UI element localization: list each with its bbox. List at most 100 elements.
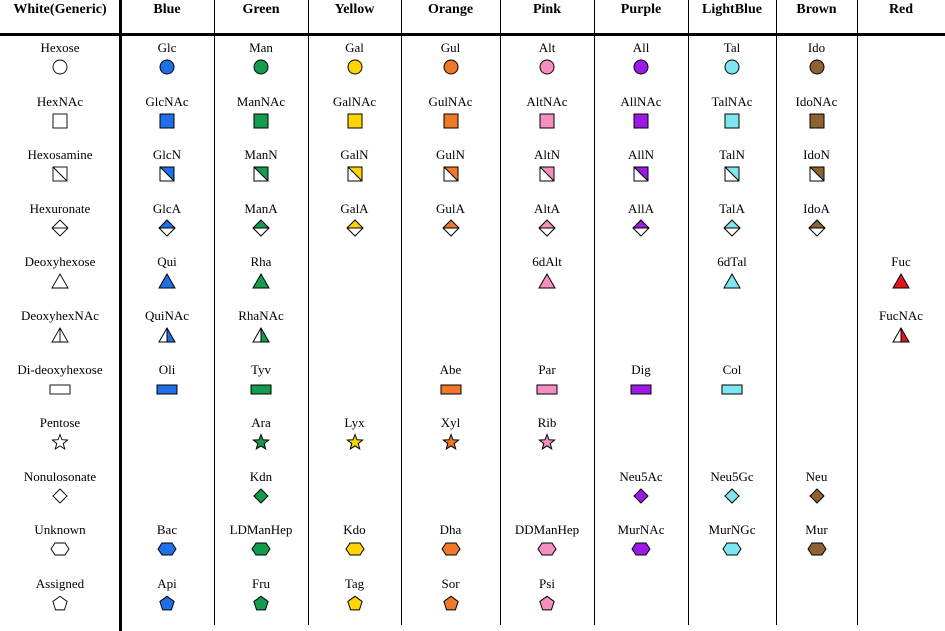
symbol-cell-hexuronate: Hexuronate [0,197,120,251]
square-crossed-symbol-icon [253,166,269,182]
monosaccharide-label: Ido [807,40,826,55]
symbol-cell-gula: GulA [401,197,500,251]
column-header-line: (Generic) [49,2,107,17]
symbol-cell-kdn: Kdn [214,465,308,519]
class-label: Pentose [39,415,81,431]
diamond-symbol-icon [52,488,68,504]
symbol-cell-fucnac: FucNAc [857,304,945,358]
triangle-divided-symbol-icon [158,326,176,343]
symbol-cell-kdo: Kdo [308,518,401,572]
monosaccharide-label: IdoN [803,147,830,163]
monosaccharide-label: TalA [719,200,745,216]
symbol-cell-neu5ac: Neu5Ac [594,465,688,519]
pentagon-symbol-icon [159,595,175,611]
pentagon-symbol-icon [253,595,269,611]
diamond-divided-symbol-icon [807,219,826,237]
symbol-cell-mur: Mur [776,518,857,572]
square-symbol-icon [253,113,269,129]
hexagon-symbol-icon [50,542,70,556]
class-label: Di-deoxyhexose [17,361,103,377]
symbol-cell-rhanac: RhaNAc [214,304,308,358]
symbol-cell-glca: GlcA [120,197,214,251]
monosaccharide-label: Col [722,361,742,377]
symbol-cell-6dtal: 6dTal [688,250,776,304]
symbol-cell-murnac: MurNAc [594,518,688,572]
column-header-purple: Purple [594,0,688,33]
triangle-symbol-icon [51,273,69,289]
column-header-line: Yellow [334,2,375,17]
symbol-cell-col: Col [688,358,776,412]
hexagon-symbol-icon [251,542,271,556]
diamond-divided-symbol-icon [158,219,176,237]
pentagon-symbol-icon [539,595,555,611]
monosaccharide-label: LDManHep [229,522,293,538]
symbol-cell-hexose: Hexose [0,36,120,90]
column-header-line: Blue [153,2,181,17]
monosaccharide-label: ManA [244,200,278,216]
circle-symbol-icon [724,59,740,75]
header-divider [0,33,945,36]
symbol-cell-gal: Gal [308,36,401,90]
hexagon-symbol-icon [806,542,827,556]
monosaccharide-label: GalN [340,147,369,163]
symbol-cell-tala: TalA [688,197,776,251]
monosaccharide-label: AltN [534,147,560,163]
monosaccharide-label: Tyv [250,361,272,377]
symbol-cell-idoa: IdoA [776,197,857,251]
column-divider [776,0,777,625]
column-divider [594,0,595,625]
rectangle-symbol-icon [630,384,652,395]
triangle-divided-symbol-icon [51,327,69,343]
class-label: Hexuronate [29,200,91,216]
symbol-cell-man: Man [214,36,308,90]
diamond-symbol-icon [253,488,269,504]
monosaccharide-label: RhaNAc [238,308,284,323]
monosaccharide-label: Gul [440,40,461,55]
symbol-cell-gul: Gul [401,36,500,90]
monosaccharide-label: Fru [251,576,271,591]
triangle-symbol-icon [538,273,556,289]
symbol-cell-di-deoxyhexose: Di-deoxyhexose [0,358,120,412]
column-divider [688,0,689,625]
monosaccharide-label: GalA [340,200,369,216]
column-header-line: Brown [796,2,837,17]
symbol-cell-neu: Neu [776,465,857,519]
class-label: Assigned [35,576,85,591]
symbol-cell-fru: Fru [214,572,308,626]
symbol-cell-nonulosonate: Nonulosonate [0,465,120,519]
triangle-symbol-icon [158,273,176,289]
diamond-divided-symbol-icon [252,219,270,237]
pentagon-symbol-icon [52,595,68,611]
column-divider [214,0,215,625]
monosaccharide-label: Neu5Gc [710,468,754,484]
monosaccharide-label: IdoNAc [795,93,838,109]
class-label: Deoxyhexose [24,254,96,270]
symbol-cell-idonac: IdoNAc [776,90,857,144]
symbol-cell-mannac: ManNAc [214,90,308,144]
symbol-cell-par: Par [500,358,594,412]
monosaccharide-label: GulA [436,200,465,216]
symbol-cell-mann: ManN [214,143,308,197]
column-header-lightblue: Light Blue [688,0,776,33]
symbol-cell-murngc: MurNGc [688,518,776,572]
column-header-line: Green [242,2,280,17]
monosaccharide-label: Ara [251,415,271,431]
monosaccharide-label: Psi [539,576,555,591]
symbol-cell-bac: Bac [120,518,214,572]
column-header-line: White [13,2,50,17]
symbol-cell-alta: AltA [500,197,594,251]
circle-symbol-icon [633,59,649,75]
class-label: Nonulosonate [23,468,97,484]
rectangle-symbol-icon [721,384,743,395]
monosaccharide-label: Lyx [344,415,365,431]
rectangle-symbol-icon [49,384,71,395]
monosaccharide-label: Man [249,40,273,55]
column-header-blue: Blue [120,0,214,33]
symbol-cell-ara: Ara [214,411,308,465]
triangle-symbol-icon [723,273,741,289]
hexagon-symbol-icon [722,542,742,556]
monosaccharide-label: Neu [805,468,828,484]
monosaccharide-label: Rib [537,415,557,431]
monosaccharide-label: Rha [250,254,272,270]
column-divider [308,0,309,625]
